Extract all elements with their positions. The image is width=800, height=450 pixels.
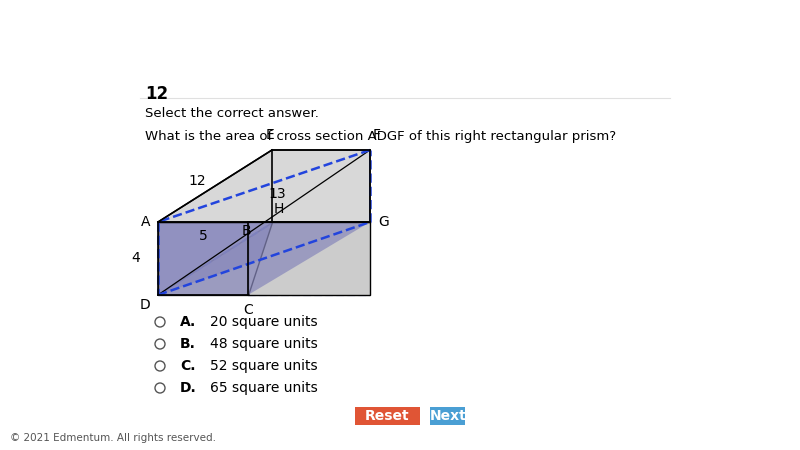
Polygon shape: [355, 407, 420, 425]
Polygon shape: [248, 222, 370, 295]
Text: D.: D.: [180, 381, 197, 395]
Text: 12: 12: [188, 174, 206, 188]
Text: 4: 4: [132, 252, 140, 266]
Text: F: F: [373, 128, 381, 142]
Text: B: B: [241, 224, 251, 238]
Polygon shape: [248, 222, 370, 295]
Text: B.: B.: [180, 337, 196, 351]
Text: A: A: [141, 215, 150, 229]
Polygon shape: [158, 150, 370, 295]
Polygon shape: [158, 150, 370, 222]
Polygon shape: [430, 407, 465, 425]
Polygon shape: [158, 223, 370, 295]
Text: 52 square units: 52 square units: [210, 359, 318, 373]
Text: C.: C.: [180, 359, 195, 373]
Text: 5: 5: [198, 229, 207, 243]
Text: H: H: [274, 202, 284, 216]
Text: 20 square units: 20 square units: [210, 315, 318, 329]
Text: 13: 13: [268, 187, 286, 201]
Text: C: C: [243, 303, 253, 317]
Text: G: G: [378, 215, 389, 229]
Polygon shape: [158, 222, 248, 295]
Text: E: E: [266, 128, 274, 142]
Text: Reset: Reset: [365, 409, 410, 423]
Text: A.: A.: [180, 315, 196, 329]
Text: 12: 12: [145, 85, 168, 103]
Text: Select the correct answer.: Select the correct answer.: [145, 107, 319, 120]
Text: 65 square units: 65 square units: [210, 381, 318, 395]
Text: 48 square units: 48 square units: [210, 337, 318, 351]
Text: © 2021 Edmentum. All rights reserved.: © 2021 Edmentum. All rights reserved.: [10, 433, 216, 443]
Text: D: D: [139, 298, 150, 312]
Text: What is the area of cross section ADGF of this right rectangular prism?: What is the area of cross section ADGF o…: [145, 130, 616, 143]
Text: Next: Next: [430, 409, 466, 423]
